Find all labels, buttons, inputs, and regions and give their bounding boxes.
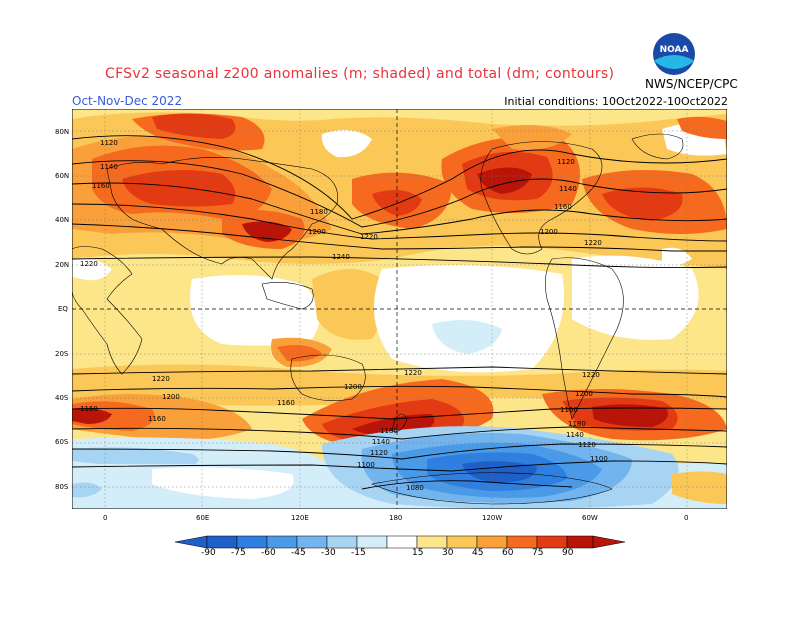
colorbar-tick: -90 — [201, 548, 216, 558]
logo-text: NOAA — [660, 45, 689, 55]
contour-label: 1220 — [152, 375, 170, 383]
contour-label: 1120 — [557, 158, 575, 166]
contour-label: 1220 — [80, 260, 98, 268]
contour-label: 1160 — [148, 415, 166, 423]
colorbar-tick: -30 — [321, 548, 336, 558]
contour-label: 1200 — [344, 383, 362, 391]
lat-label-eq: EQ — [58, 305, 68, 313]
colorbar-bin — [266, 535, 298, 549]
lat-label-20s: 20S — [55, 350, 69, 358]
colorbar-tick: -75 — [231, 548, 246, 558]
lat-label-40n: 40N — [55, 216, 70, 224]
contour-label: 1220 — [404, 369, 422, 377]
colorbar-bin — [386, 535, 418, 549]
colorbar-low-arrow — [175, 535, 208, 549]
nh-anomaly-shading — [72, 112, 727, 281]
lon-label-120e: 120E — [291, 514, 309, 522]
colorbar-bin — [536, 535, 568, 549]
colorbar-tick: 45 — [472, 548, 484, 558]
contour-label: 1180 — [310, 208, 328, 216]
colorbar-bin — [296, 535, 328, 549]
tropics-anomaly-shading — [190, 255, 699, 373]
colorbar-bin — [416, 535, 448, 549]
colorbar-tick: 90 — [562, 548, 574, 558]
contour-label: 1220 — [360, 233, 378, 241]
lon-label-60w: 60W — [582, 514, 598, 522]
height-contours — [72, 135, 727, 490]
colorbar-bin — [236, 535, 268, 549]
contour-label: 1160 — [277, 399, 295, 407]
lat-label-40s: 40S — [55, 394, 69, 402]
lat-label-60n: 60N — [55, 172, 70, 180]
contour-label: 1140 — [372, 438, 390, 446]
forecast-period: Oct-Nov-Dec 2022 — [72, 94, 183, 108]
contour-label: 1240 — [332, 253, 350, 261]
lat-label-80n: 80N — [55, 128, 70, 136]
contour-label: 1160 — [80, 405, 98, 413]
contour-label: 1220 — [584, 239, 602, 247]
contour-label: 1220 — [582, 371, 600, 379]
lon-label-120w: 120W — [482, 514, 503, 522]
colorbar-bin — [446, 535, 478, 549]
contour-label: 1120 — [100, 139, 118, 147]
contour-label: 1200 — [308, 228, 326, 236]
contour-labels: 1120 1140 1160 1200 1180 1220 1240 1220 … — [80, 139, 608, 492]
equator-dateline — [72, 109, 727, 509]
contour-label: 1160 — [554, 203, 572, 211]
contour-label: 1120 — [370, 449, 388, 457]
lat-label-20n: 20N — [55, 261, 70, 269]
continent-outlines — [72, 133, 684, 505]
colorbar-bin — [206, 535, 238, 549]
initial-conditions: Initial conditions: 10Oct2022-10Oct2022 — [504, 95, 728, 108]
contour-label: 1080 — [406, 484, 424, 492]
contour-label: 1100 — [590, 455, 608, 463]
colorbar-tick: 30 — [442, 548, 454, 558]
lon-label-60e: 60E — [196, 514, 210, 522]
contour-label: 1180 — [380, 427, 398, 435]
colorbar-bin — [476, 535, 508, 549]
anomaly-map: 1120 1140 1160 1200 1180 1220 1240 1220 … — [72, 109, 727, 509]
colorbar-bin — [326, 535, 358, 549]
colorbar-bin — [356, 535, 388, 549]
contour-label: 1140 — [100, 163, 118, 171]
contour-label: 1120 — [578, 441, 596, 449]
contour-label: 1140 — [559, 185, 577, 193]
colorbar-bin — [506, 535, 538, 549]
lat-label-80s: 80S — [55, 483, 69, 491]
lon-label-0-east: 0 — [684, 514, 689, 522]
chart-title: CFSv2 seasonal z200 anomalies (m; shaded… — [105, 66, 615, 82]
contour-label: 1200 — [575, 390, 593, 398]
colorbar-tick: -45 — [291, 548, 306, 558]
lon-label-180: 180 — [389, 514, 403, 522]
colorbar-tick: 60 — [502, 548, 514, 558]
colorbar-high-arrow — [592, 535, 625, 549]
lat-label-60s: 60S — [55, 438, 69, 446]
noaa-logo-icon: NOAA — [653, 33, 695, 75]
lon-label-0: 0 — [103, 514, 108, 522]
colorbar-tick: -60 — [261, 548, 276, 558]
colorbar-tick: 75 — [532, 548, 544, 558]
contour-label: 1200 — [540, 228, 558, 236]
colorbar — [175, 535, 625, 549]
contour-label: 1180 — [568, 420, 586, 428]
colorbar-bin — [566, 535, 594, 549]
contour-label: 1100 — [357, 461, 375, 469]
contour-label: 1140 — [566, 431, 584, 439]
agency-label: NWS/NCEP/CPC — [645, 77, 738, 91]
colorbar-tick: -15 — [351, 548, 366, 558]
colorbar-tick: 15 — [412, 548, 424, 558]
contour-label: 1200 — [162, 393, 180, 401]
contour-label: 1160 — [560, 406, 578, 414]
contour-label: 1160 — [92, 182, 110, 190]
